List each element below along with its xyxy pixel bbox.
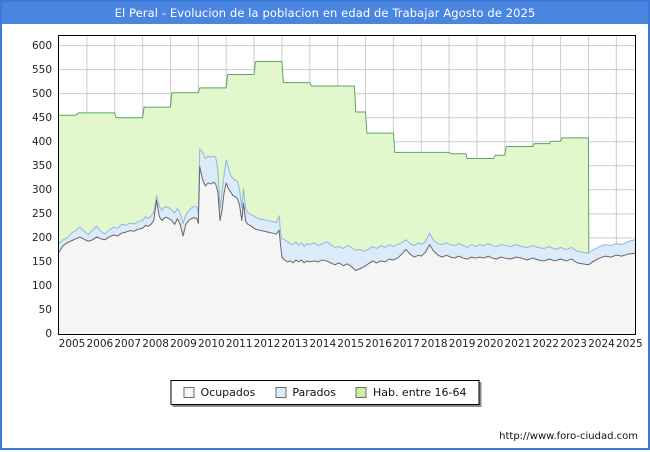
x-tick-label: 2022 [532, 338, 560, 350]
plot-area [58, 35, 636, 335]
y-tick-label: 450 [31, 111, 52, 124]
x-tick-label: 2013 [281, 338, 309, 350]
y-axis: 0 50 100 150 200 250 300 350 400 450 500 550 600 [4, 35, 52, 340]
legend-label-ocupados: Ocupados [200, 386, 256, 399]
page-title: El Peral - Evolucion de la poblacion en … [114, 6, 536, 20]
x-tick-label: 2016 [365, 338, 392, 350]
y-tick-label: 250 [31, 207, 52, 220]
x-tick-label: 2015 [337, 338, 365, 350]
y-tick-label: 300 [31, 183, 52, 196]
x-tick-label: 2010 [197, 338, 225, 350]
y-tick-label: 150 [31, 255, 52, 268]
x-tick-label: 2025 [615, 338, 643, 350]
legend-swatch-parados [275, 387, 287, 398]
legend-item-ocupados[interactable]: Ocupados [183, 386, 255, 399]
y-tick-label: 500 [31, 87, 52, 100]
x-axis: 2005 2006 2007 2008 2009 2010 2011 2012 2013 2014… [58, 338, 643, 356]
legend-swatch-ocupados [183, 387, 195, 398]
legend-label-habitantes: Hab. entre 16-64 [372, 386, 467, 399]
x-tick-label: 2014 [309, 338, 337, 350]
legend-item-parados[interactable]: Parados [275, 386, 336, 399]
y-tick-label: 550 [31, 63, 52, 76]
x-tick-label: 2007 [114, 338, 142, 350]
legend-item-habitantes[interactable]: Hab. entre 16-64 [355, 386, 467, 399]
source-url[interactable]: http://www.foro-ciudad.com [499, 431, 638, 442]
x-tick-label: 2019 [448, 338, 476, 350]
chart-legend: Ocupados Parados Hab. entre 16-64 [170, 380, 480, 405]
x-tick-label: 2017 [393, 338, 420, 350]
x-tick-label: 2005 [58, 338, 86, 350]
legend-label-parados: Parados [292, 386, 336, 399]
x-tick-label: 2023 [560, 338, 587, 350]
x-tick-label: 2018 [420, 338, 448, 350]
x-tick-label: 2012 [253, 338, 281, 350]
x-tick-label: 2009 [170, 338, 197, 350]
y-tick-label: 400 [31, 135, 52, 148]
x-tick-label: 2008 [142, 338, 169, 350]
x-tick-label: 2021 [504, 338, 532, 350]
y-tick-label: 50 [38, 303, 52, 316]
y-tick-label: 350 [31, 159, 52, 172]
chart-canvas [59, 36, 635, 334]
y-tick-label: 600 [31, 39, 52, 52]
legend-swatch-habitantes [355, 387, 367, 398]
x-tick-label: 2006 [86, 338, 114, 350]
x-tick-label: 2011 [225, 338, 253, 350]
window-title-bar: El Peral - Evolucion de la poblacion en … [2, 2, 648, 24]
y-tick-label: 0 [45, 328, 52, 340]
x-tick-label: 2024 [588, 338, 615, 350]
y-tick-label: 200 [31, 231, 52, 244]
plot-frame [58, 35, 636, 335]
y-tick-label: 100 [31, 279, 52, 292]
x-tick-label: 2020 [476, 338, 504, 350]
